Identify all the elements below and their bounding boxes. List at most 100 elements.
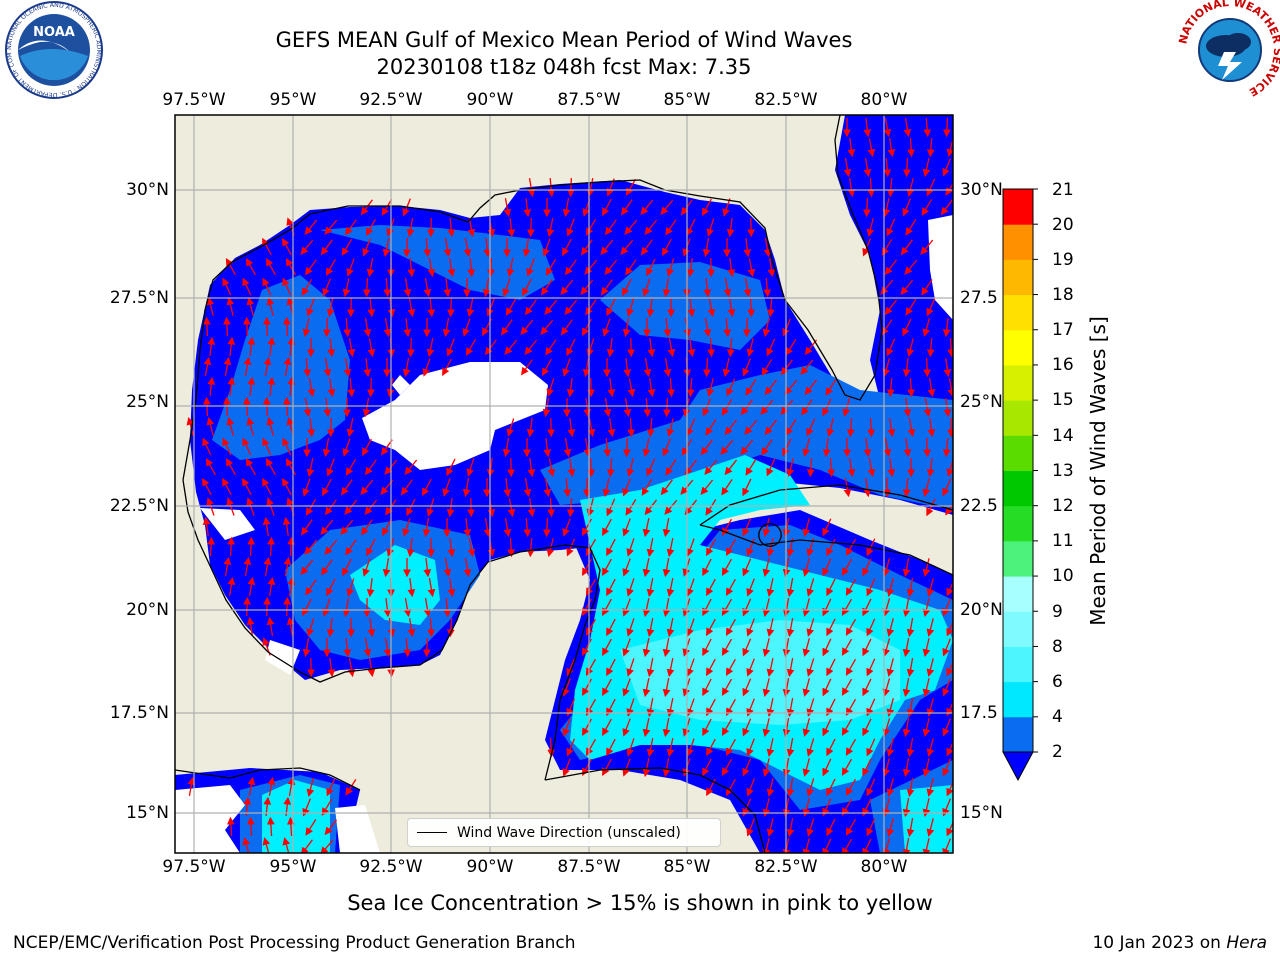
wind-wave-arrow	[903, 118, 912, 138]
lat-tick-right: 22.5	[960, 496, 998, 516]
wind-wave-arrow	[822, 518, 832, 537]
wind-wave-arrow	[622, 558, 631, 577]
wind-wave-arrow	[802, 678, 811, 697]
colorbar-tick: 12	[1052, 496, 1074, 516]
wind-wave-arrow	[521, 359, 533, 376]
wind-wave-arrow	[906, 178, 915, 197]
wind-wave-arrow	[722, 358, 731, 378]
wind-wave-arrow	[742, 558, 752, 577]
wind-wave-arrow	[407, 618, 416, 638]
wind-wave-arrow	[222, 437, 232, 456]
wind-wave-arrow	[866, 818, 876, 837]
wind-wave-arrow	[721, 638, 733, 656]
wind-wave-arrow	[624, 219, 638, 235]
colorbar-tick: 17	[1052, 320, 1074, 340]
wind-wave-arrow	[545, 258, 557, 276]
wind-wave-arrow	[346, 578, 355, 597]
wind-wave-arrow	[883, 157, 892, 178]
wind-wave-arrow	[703, 318, 712, 338]
wind-wave-arrow	[465, 338, 477, 356]
wind-wave-arrow	[646, 658, 655, 678]
wind-wave-arrow	[702, 198, 712, 217]
wind-wave-arrow	[242, 277, 252, 296]
wind-wave-arrow	[643, 397, 652, 418]
wind-wave-arrow	[942, 678, 952, 697]
wind-wave-arrow	[826, 418, 835, 437]
wind-wave-arrow	[926, 578, 935, 597]
wind-wave-arrow	[721, 758, 733, 776]
coastlines	[175, 115, 953, 853]
wind-wave-arrow	[804, 379, 818, 396]
wind-wave-arrow	[763, 238, 772, 258]
wind-wave-arrow	[585, 218, 597, 236]
wind-wave-arrow	[822, 398, 832, 417]
colorbar-tick: 10	[1052, 566, 1074, 586]
wind-wave-arrow	[706, 698, 716, 717]
wind-wave-arrow	[640, 199, 654, 215]
wind-wave-arrow	[702, 558, 712, 577]
wind-wave-arrow	[942, 598, 952, 617]
wind-wave-arrow	[606, 457, 615, 478]
wind-wave-arrow	[724, 419, 738, 436]
wind-wave-arrow	[560, 279, 574, 295]
lat-tick-right: 25°N	[960, 392, 1003, 412]
wind-wave-arrow	[866, 738, 876, 757]
wind-wave-arrow	[542, 358, 552, 377]
wind-wave-arrow	[442, 478, 451, 497]
wind-wave-arrow	[402, 237, 411, 258]
wind-wave-arrow	[266, 497, 275, 516]
wind-wave-arrow	[287, 336, 296, 357]
wind-wave-arrow	[862, 758, 872, 777]
wind-wave-arrow	[686, 418, 696, 437]
wind-wave-arrow	[785, 419, 797, 436]
period-6-7-regions	[620, 620, 900, 725]
wind-wave-arrow	[202, 316, 211, 337]
colorbar-segment	[1003, 259, 1033, 296]
wind-wave-arrow	[446, 338, 455, 357]
credit-text: NCEP/EMC/Verification Post Processing Pr…	[13, 933, 576, 953]
wind-wave-arrow	[646, 738, 655, 758]
wind-wave-arrow	[307, 378, 316, 398]
wind-wave-arrow	[863, 117, 872, 138]
wind-wave-arrow	[563, 477, 572, 498]
wind-wave-arrow	[582, 598, 592, 617]
wind-wave-arrow	[603, 437, 612, 458]
wind-wave-arrow	[846, 417, 855, 438]
wind-wave-arrow	[585, 738, 597, 756]
wind-wave-arrow	[606, 578, 616, 597]
wind-wave-arrow	[906, 578, 915, 598]
wind-wave-arrow	[702, 398, 711, 417]
wind-wave-arrow	[206, 497, 215, 516]
wind-wave-arrow	[926, 178, 936, 197]
wind-wave-arrow	[207, 536, 216, 557]
wind-wave-arrow	[626, 578, 635, 597]
wind-wave-arrow	[921, 279, 933, 296]
wind-wave-arrow	[267, 536, 276, 557]
wind-wave-arrow	[780, 359, 793, 376]
wind-wave-arrow	[403, 637, 412, 658]
sea-ice-note: Sea Ice Concentration > 15% is shown in …	[347, 891, 933, 915]
wind-wave-arrow	[847, 458, 856, 478]
wind-wave-arrow	[342, 598, 351, 618]
wind-wave-arrow	[463, 558, 472, 578]
wind-wave-arrow	[625, 259, 637, 276]
wind-wave-arrow	[563, 438, 572, 458]
wind-wave-arrow	[867, 177, 876, 198]
lat-tick-left: 30°N	[126, 180, 169, 200]
wind-wave-arrow	[845, 738, 857, 756]
wind-wave-arrow	[903, 397, 912, 418]
wind-wave-arrow	[744, 419, 758, 435]
wind-wave-arrow	[347, 658, 356, 678]
wind-wave-arrow	[443, 597, 452, 618]
wind-wave-arrow	[324, 539, 338, 556]
wind-wave-arrow	[906, 818, 915, 838]
wind-wave-arrow	[362, 398, 371, 418]
wind-wave-arrow	[642, 718, 651, 738]
wind-wave-arrow	[625, 178, 637, 196]
wind-wave-arrow	[207, 376, 216, 397]
wind-wave-arrow	[726, 217, 735, 238]
wind-wave-arrow	[666, 738, 675, 758]
wind-wave-arrow	[626, 458, 635, 477]
wind-wave-arrow	[665, 219, 677, 236]
